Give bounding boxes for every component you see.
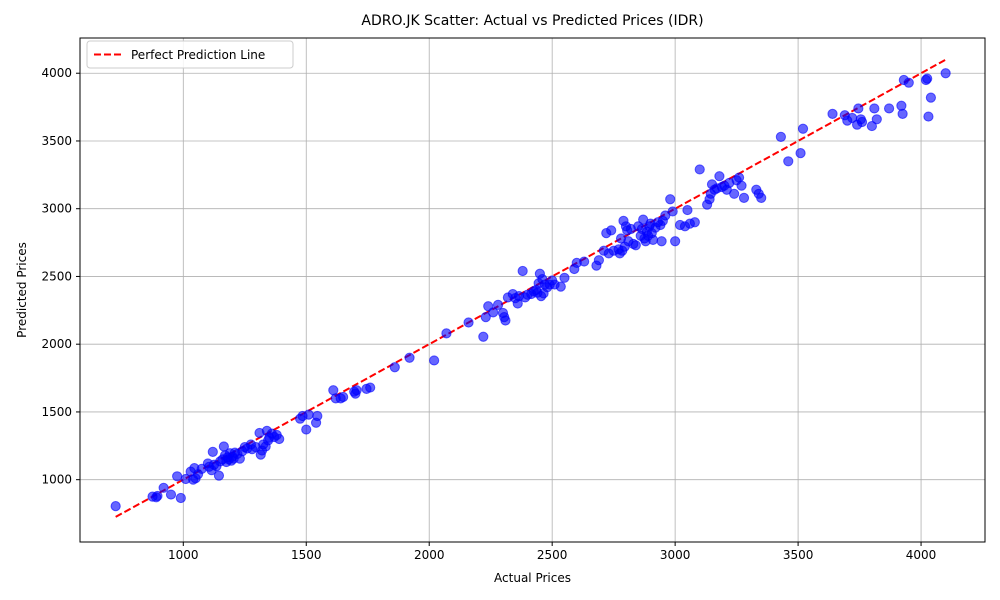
data-point [656, 236, 667, 247]
data-point [312, 410, 323, 422]
y-tick-label: 1500 [41, 405, 72, 419]
data-point [579, 256, 590, 267]
data-point [365, 382, 376, 393]
data-point [463, 317, 474, 328]
data-point [630, 240, 641, 251]
data-point [853, 103, 864, 114]
data-point [925, 92, 936, 103]
data-point [559, 272, 570, 283]
data-point [647, 234, 659, 245]
x-tick-label: 2000 [414, 548, 445, 562]
data-point [903, 77, 914, 88]
data-point [175, 492, 186, 504]
data-point [922, 73, 933, 84]
y-tick-label: 1000 [41, 473, 72, 487]
data-point [429, 355, 440, 366]
plot-frame [79, 37, 986, 543]
data-point [301, 424, 312, 435]
data-point [714, 171, 725, 182]
data-point [736, 180, 747, 191]
data-point [694, 164, 705, 175]
data-point [441, 328, 452, 339]
data-point [500, 315, 511, 326]
data-point [856, 116, 868, 128]
data-point [351, 385, 362, 396]
data-point [670, 236, 681, 247]
data-point [555, 281, 566, 292]
data-point [729, 188, 740, 199]
data-point [797, 123, 809, 134]
x-tick-label: 4000 [906, 548, 937, 562]
data-point [883, 103, 895, 114]
data-point [478, 331, 489, 342]
data-point [783, 156, 794, 167]
data-point [665, 194, 676, 205]
data-point [488, 307, 499, 318]
y-tick-label: 3000 [41, 202, 72, 216]
data-point [897, 108, 908, 119]
data-point [940, 68, 951, 79]
data-point [158, 482, 169, 493]
y-axis-label: Predicted Prices [15, 242, 29, 338]
data-point [165, 489, 177, 500]
data-point [213, 470, 225, 481]
legend-label: Perfect Prediction Line [131, 48, 265, 62]
x-tick-label: 1000 [168, 548, 199, 562]
data-point [480, 311, 491, 323]
data-point [389, 362, 400, 373]
data-point [172, 471, 183, 482]
y-tick-label: 2500 [41, 269, 72, 283]
data-point [593, 255, 604, 266]
data-point [689, 217, 700, 228]
y-tick-label: 4000 [41, 66, 72, 80]
legend: Perfect Prediction Line [86, 40, 294, 69]
y-tick-label: 2000 [41, 337, 72, 351]
x-tick-label: 2500 [537, 548, 568, 562]
data-point [869, 103, 880, 114]
chart-title: ADRO.JK Scatter: Actual vs Predicted Pri… [361, 13, 703, 29]
grid [80, 38, 985, 542]
data-point [152, 490, 163, 502]
data-point [606, 225, 617, 236]
data-point [795, 148, 806, 159]
data-point [756, 192, 767, 203]
y-tick-label: 3500 [41, 134, 72, 148]
data-point [827, 108, 838, 119]
data-point [517, 265, 528, 277]
data-point [492, 299, 504, 311]
axis-ticks: 1000 1500 2000 2500 3000 3500 4000 1000 1500 2000… [41, 66, 936, 562]
data-point [923, 111, 934, 122]
data-point [404, 352, 415, 363]
data-points [110, 68, 951, 512]
data-point [775, 131, 786, 143]
data-point [871, 114, 882, 125]
data-point [866, 120, 877, 132]
data-point [207, 446, 218, 458]
x-tick-label: 1500 [291, 548, 322, 562]
data-point [738, 192, 750, 203]
legend-box [86, 40, 294, 69]
data-point [338, 391, 349, 403]
data-point [667, 206, 678, 217]
data-point [274, 433, 285, 445]
x-tick-label: 3500 [783, 548, 814, 562]
x-axis-label: Actual Prices [494, 571, 571, 585]
data-point [110, 500, 121, 512]
x-tick-label: 3000 [660, 548, 691, 562]
data-point [303, 409, 314, 420]
data-point [682, 204, 693, 216]
